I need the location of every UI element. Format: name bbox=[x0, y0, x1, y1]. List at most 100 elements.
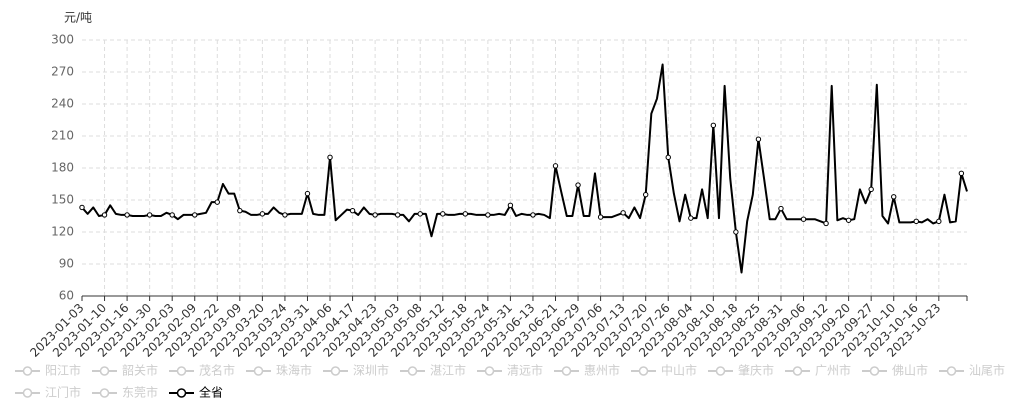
legend-item[interactable]: 珠海市 bbox=[246, 363, 312, 378]
legend-icon bbox=[792, 366, 803, 376]
point bbox=[394, 212, 401, 218]
legend-icon bbox=[330, 366, 341, 376]
legend-item[interactable]: 阳江市 bbox=[15, 363, 81, 378]
point bbox=[304, 190, 311, 197]
point bbox=[913, 218, 919, 225]
point bbox=[552, 163, 559, 169]
legend-item[interactable]: 湛江市 bbox=[400, 363, 466, 378]
y-unit: 元/吨 bbox=[64, 11, 92, 25]
y-tick-label: 90 bbox=[59, 257, 74, 271]
point bbox=[597, 214, 604, 220]
point bbox=[327, 154, 333, 161]
point bbox=[620, 210, 626, 216]
line bbox=[81, 63, 968, 274]
point bbox=[124, 212, 130, 218]
legend-label: 珠海市 bbox=[276, 363, 312, 378]
point bbox=[507, 202, 514, 209]
point bbox=[237, 207, 243, 214]
legend-label: 广州市 bbox=[815, 363, 851, 378]
point bbox=[778, 205, 784, 212]
point bbox=[101, 212, 108, 218]
legend-label: 茂名市 bbox=[199, 363, 235, 378]
legend-item[interactable]: 汕尾市 bbox=[939, 363, 1005, 378]
legend-item[interactable]: 江门市 bbox=[15, 385, 81, 400]
point bbox=[665, 154, 671, 161]
point bbox=[372, 212, 378, 218]
point bbox=[146, 212, 153, 218]
y-tick-label: 210 bbox=[51, 129, 74, 143]
legend-icon bbox=[99, 388, 110, 398]
legend-label: 中山市 bbox=[661, 363, 697, 378]
point bbox=[440, 211, 446, 217]
legend-item[interactable]: 中山市 bbox=[631, 363, 697, 378]
legend-icon bbox=[869, 366, 880, 376]
point bbox=[891, 194, 897, 200]
legend-label: 惠州市 bbox=[584, 363, 620, 378]
point bbox=[169, 212, 175, 218]
legend-label: 东莞市 bbox=[122, 385, 158, 400]
point bbox=[417, 211, 423, 217]
legend-icon bbox=[484, 366, 495, 376]
legend-icon bbox=[22, 366, 33, 376]
legend-label: 清远市 bbox=[507, 363, 543, 378]
point bbox=[575, 182, 581, 188]
point bbox=[282, 212, 288, 218]
legend-icon bbox=[176, 366, 187, 376]
point bbox=[755, 136, 762, 142]
point bbox=[823, 220, 829, 227]
legend-label: 江门市 bbox=[45, 385, 81, 400]
point bbox=[936, 218, 942, 225]
legend-icon bbox=[407, 366, 418, 376]
y-tick-label: 150 bbox=[51, 193, 74, 207]
legend-icon bbox=[22, 388, 33, 398]
legend-icon bbox=[946, 366, 957, 376]
legend-icon bbox=[638, 366, 649, 376]
legend-label: 全省 bbox=[199, 385, 223, 400]
legend-item[interactable]: 东莞市 bbox=[92, 385, 158, 400]
y-tick-label: 240 bbox=[51, 97, 74, 111]
y-tick-label: 120 bbox=[51, 225, 74, 239]
y-tick-label: 270 bbox=[51, 65, 74, 79]
point bbox=[958, 170, 965, 177]
legend-item[interactable]: 惠州市 bbox=[554, 363, 620, 378]
point bbox=[710, 122, 717, 129]
legend-label: 肇庆市 bbox=[738, 363, 774, 378]
legend-icon bbox=[176, 388, 187, 398]
legend-item[interactable]: 茂名市 bbox=[169, 363, 235, 378]
point bbox=[259, 211, 266, 217]
legend-label: 韶关市 bbox=[122, 363, 158, 378]
point bbox=[214, 199, 220, 205]
legend-label: 阳江市 bbox=[45, 363, 81, 378]
legend-icon bbox=[253, 366, 264, 376]
point bbox=[642, 191, 649, 198]
point bbox=[530, 212, 536, 218]
legend-icon bbox=[715, 366, 726, 376]
legend-icon bbox=[99, 366, 110, 376]
y-tick-label: 60 bbox=[59, 289, 74, 303]
legend-item[interactable]: 全省 bbox=[169, 385, 223, 400]
y-tick-label: 300 bbox=[51, 33, 74, 47]
point bbox=[800, 216, 807, 222]
point bbox=[192, 212, 198, 218]
point bbox=[688, 215, 694, 221]
y-tick-label: 180 bbox=[51, 161, 74, 175]
point bbox=[462, 211, 469, 217]
point bbox=[349, 207, 356, 214]
legend-item[interactable]: 广州市 bbox=[785, 363, 851, 378]
legend-item[interactable]: 清远市 bbox=[477, 363, 543, 378]
point bbox=[845, 217, 852, 223]
legend-icon bbox=[561, 366, 572, 376]
point bbox=[79, 204, 85, 211]
legend-item[interactable]: 肇庆市 bbox=[708, 363, 774, 378]
point bbox=[733, 229, 739, 235]
legend-label: 汕尾市 bbox=[969, 363, 1005, 378]
legend-item[interactable]: 佛山市 bbox=[862, 363, 928, 378]
legend-item[interactable]: 深圳市 bbox=[323, 363, 389, 378]
point bbox=[868, 186, 874, 193]
legend-label: 佛山市 bbox=[892, 363, 928, 378]
point bbox=[485, 212, 491, 218]
legend-label: 湛江市 bbox=[430, 363, 466, 378]
legend-item[interactable]: 韶关市 bbox=[92, 363, 158, 378]
legend-label: 深圳市 bbox=[353, 363, 389, 378]
